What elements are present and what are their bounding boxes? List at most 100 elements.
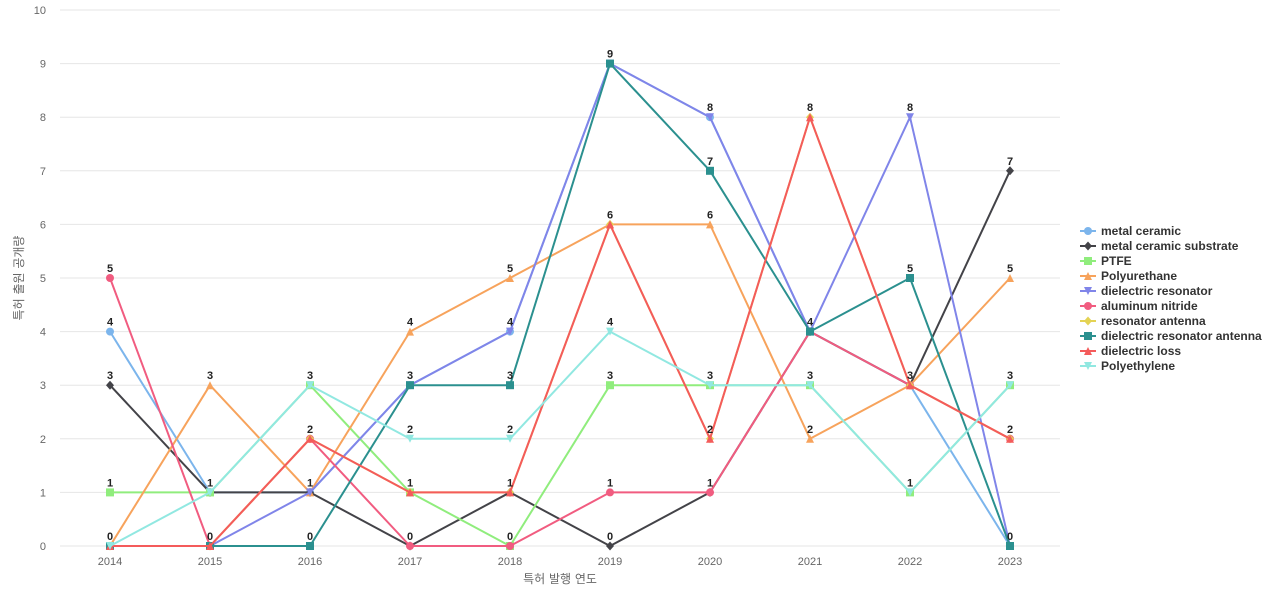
- data-point: [706, 166, 714, 175]
- legend-label: dielectric resonator antenna: [1101, 329, 1262, 343]
- data-point: [206, 542, 214, 550]
- data-point: [106, 380, 114, 390]
- data-labels: 5 4 3 1 0 3 1 0 3 2 1 0 4 3 2 1 0 5 4 3 2 1 0 9 6 4 3 1 0 8 7 6 3 2 1 8 4 3 2 8…: [107, 49, 1013, 543]
- legend-item[interactable]: dielectric resonator: [1080, 284, 1213, 298]
- data-point: [606, 220, 614, 229]
- y-tick-label: 6: [40, 219, 46, 231]
- data-point: [206, 488, 214, 497]
- data-label: 2: [807, 424, 813, 436]
- data-point: [606, 327, 614, 336]
- legend-label: metal ceramic substrate: [1101, 239, 1239, 253]
- data-point: [1084, 241, 1092, 251]
- data-label: 5: [907, 263, 913, 275]
- legend-item[interactable]: aluminum nitride: [1080, 299, 1198, 313]
- data-label: 7: [1007, 156, 1013, 168]
- legend-label: Polyurethane: [1101, 269, 1177, 283]
- legend-label: dielectric loss: [1101, 344, 1181, 358]
- data-point: [1006, 434, 1014, 443]
- data-label: 3: [1007, 370, 1013, 382]
- data-point: [406, 434, 414, 443]
- data-label: 3: [207, 370, 213, 382]
- y-tick-label: 5: [40, 273, 46, 285]
- data-label: 0: [307, 531, 313, 543]
- data-point: [606, 59, 614, 68]
- data-label: 0: [607, 531, 613, 543]
- y-tick-label: 4: [40, 327, 46, 339]
- data-label: 7: [707, 156, 713, 168]
- legend-item[interactable]: resonator antenna: [1080, 314, 1206, 328]
- data-point: [806, 113, 814, 122]
- data-point: [906, 274, 914, 282]
- data-label: 5: [107, 263, 113, 275]
- data-point: [1006, 166, 1014, 176]
- legend-item[interactable]: dielectric resonator antenna: [1080, 329, 1262, 343]
- data-label: 3: [407, 370, 413, 382]
- legend-item[interactable]: Polyurethane: [1080, 269, 1177, 283]
- data-point: [806, 381, 814, 390]
- data-label: 2: [407, 424, 413, 436]
- data-point: [1084, 287, 1092, 295]
- data-label: 1: [407, 477, 413, 489]
- data-point: [606, 541, 614, 551]
- x-tick-label: 2018: [498, 556, 522, 568]
- data-point: [306, 542, 314, 550]
- data-point: [606, 381, 614, 390]
- data-label: 1: [707, 477, 713, 489]
- data-point: [106, 327, 114, 336]
- legend-item[interactable]: Polyethylene: [1080, 359, 1175, 373]
- data-label: 2: [1007, 424, 1013, 436]
- x-tick-label: 2022: [898, 556, 922, 568]
- data-point: [806, 434, 814, 443]
- data-label: 9: [607, 49, 613, 61]
- legend-item[interactable]: metal ceramic substrate: [1080, 239, 1239, 253]
- legend-label: Polyethylene: [1101, 359, 1175, 373]
- x-tick-label: 2019: [598, 556, 622, 568]
- series-ptfe: [106, 381, 1014, 550]
- legend-item[interactable]: dielectric loss: [1080, 344, 1181, 358]
- data-label: 0: [407, 531, 413, 543]
- data-point: [1084, 347, 1092, 355]
- data-label: 0: [1007, 531, 1013, 543]
- data-point: [1006, 542, 1014, 550]
- data-point: [406, 488, 414, 497]
- legend-item[interactable]: metal ceramic: [1080, 224, 1181, 238]
- legend-item[interactable]: PTFE: [1080, 254, 1132, 268]
- data-point: [506, 434, 514, 443]
- data-point: [1084, 332, 1092, 340]
- data-point: [306, 434, 314, 443]
- data-label: 1: [907, 477, 913, 489]
- series-line: [110, 62, 1011, 547]
- y-axis-title: 특허 출원 공개량: [12, 236, 26, 321]
- data-point: [406, 327, 414, 336]
- series-line: [109, 62, 1011, 547]
- legend-label: dielectric resonator: [1101, 284, 1213, 298]
- data-point: [506, 327, 514, 336]
- data-point: [706, 220, 714, 229]
- series-line: [109, 330, 1011, 547]
- data-label: 6: [607, 209, 613, 221]
- data-point: [506, 488, 514, 497]
- series-aluminum-nitride: [106, 274, 1014, 550]
- data-label: 8: [707, 102, 713, 114]
- data-label: 5: [507, 263, 513, 275]
- series-line: [109, 277, 1011, 547]
- y-tick-label: 2: [40, 434, 46, 446]
- series-dielectric-resonator: [106, 59, 1014, 550]
- data-label: 3: [307, 370, 313, 382]
- x-axis-ticks: 2014 2015 2016 2017 2018 2019 2020 2021 2022 2023: [98, 556, 1022, 568]
- data-point: [1084, 302, 1092, 310]
- y-tick-label: 8: [40, 112, 46, 124]
- data-label: 1: [607, 477, 613, 489]
- data-point: [906, 488, 914, 497]
- data-label: 1: [507, 477, 513, 489]
- data-point: [506, 542, 514, 550]
- y-tick-label: 10: [34, 5, 46, 17]
- data-point: [1006, 274, 1014, 282]
- data-point: [206, 381, 214, 390]
- data-label: 2: [707, 424, 713, 436]
- data-label: 4: [507, 317, 514, 329]
- data-label: 6: [707, 209, 713, 221]
- data-point: [1084, 272, 1092, 280]
- data-point: [506, 381, 514, 390]
